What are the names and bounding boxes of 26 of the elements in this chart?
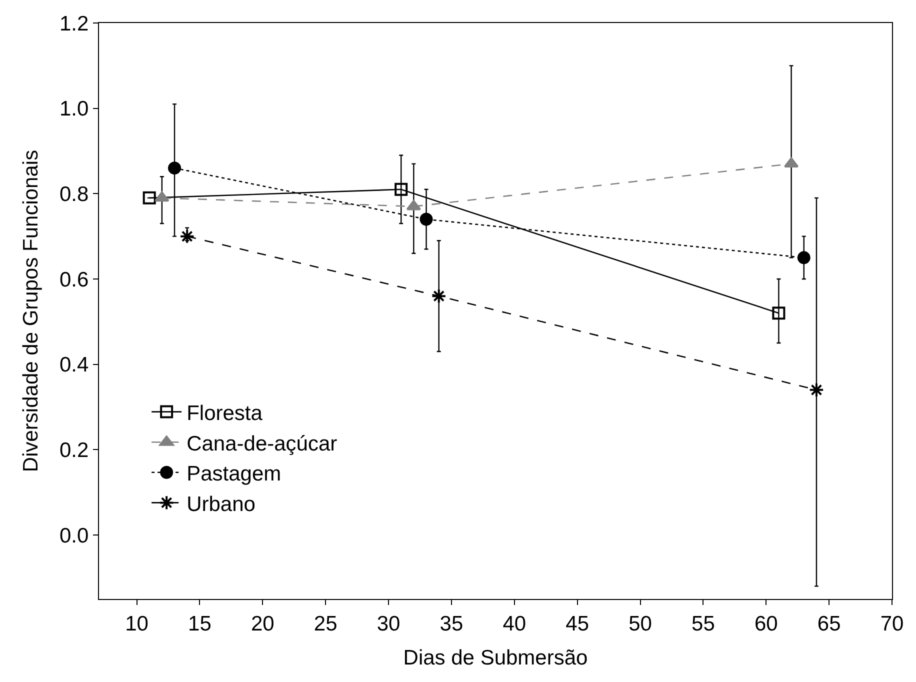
- y-tick-label: 0.6: [59, 268, 89, 292]
- x-tick-label: 65: [817, 612, 841, 636]
- x-tick-label: 45: [566, 612, 589, 636]
- x-tick-label: 55: [692, 612, 715, 636]
- y-tick-label: 0.4: [59, 354, 90, 377]
- x-tick-label: 60: [754, 612, 778, 636]
- x-tick-label: 30: [376, 612, 400, 636]
- x-tick-label: 70: [880, 612, 904, 636]
- x-tick-label: 40: [502, 612, 526, 636]
- y-tick-label: 0.0: [59, 524, 89, 548]
- y-tick-label: 0.2: [59, 439, 89, 462]
- x-tick-label: 20: [250, 612, 274, 636]
- x-tick-label: 50: [628, 612, 652, 636]
- y-tick-label: 1.2: [59, 12, 89, 36]
- x-tick-label: 25: [314, 612, 338, 636]
- x-tick-label: 15: [188, 612, 212, 636]
- legend-label: Floresta: [186, 402, 263, 425]
- legend-label: Cana-de-açúcar: [186, 432, 338, 456]
- y-tick-label: 1.0: [59, 98, 89, 121]
- x-tick-label: 35: [440, 612, 464, 636]
- x-tick-label: 10: [125, 612, 148, 636]
- x-axis-title: Dias de Submersão: [403, 646, 588, 670]
- legend-label: Pastagem: [186, 462, 282, 486]
- y-axis-title: Diversidade de Grupos Funcionais: [20, 150, 43, 472]
- y-tick-label: 0.8: [59, 183, 89, 206]
- legend-label: Urbano: [186, 492, 256, 516]
